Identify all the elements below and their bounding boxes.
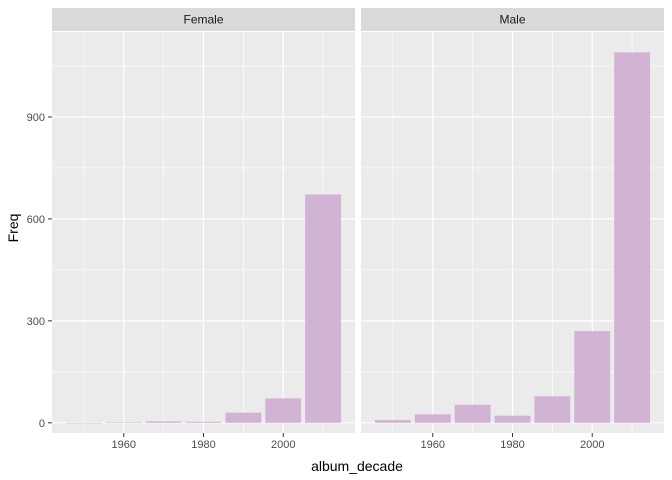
bar [414,414,451,423]
x-tick-label: 1960 [112,439,136,451]
bar [494,415,531,423]
y-tick-label: 0 [39,418,45,430]
y-tick-label: 600 [27,214,45,226]
bar [614,52,651,423]
x-tick-label: 2000 [580,439,604,451]
x-tick-label: 1980 [191,439,215,451]
panels-layer: Female 1960 1980 2000 Male 1960 1980 2000 [52,8,664,451]
bar [145,421,182,423]
y-tick-label: 300 [27,316,45,328]
bar [305,194,342,423]
x-tick-label: 1980 [500,439,524,451]
bar [225,412,262,423]
bar [454,404,491,423]
y-axis-title: Freq [5,214,21,243]
panel-female: Female 1960 1980 2000 [52,8,355,451]
bar [374,420,411,423]
panel-male: Male 1960 1980 2000 [361,8,664,451]
bar [534,396,571,423]
facet-strip-label: Female [183,13,223,27]
facet-strip [52,8,355,31]
bar [185,421,222,423]
y-tick-label: 900 [27,112,45,124]
bar [65,422,102,424]
facet-strip-label: Male [499,13,525,27]
bar [574,331,611,423]
x-tick-label: 2000 [271,439,295,451]
x-tick-label: 1960 [421,439,445,451]
bar [265,398,302,423]
x-axis-title: album_decade [311,458,403,474]
y-axis: 0 300 600 900 [27,112,52,430]
facet-strip [361,8,664,31]
bar [105,422,142,423]
